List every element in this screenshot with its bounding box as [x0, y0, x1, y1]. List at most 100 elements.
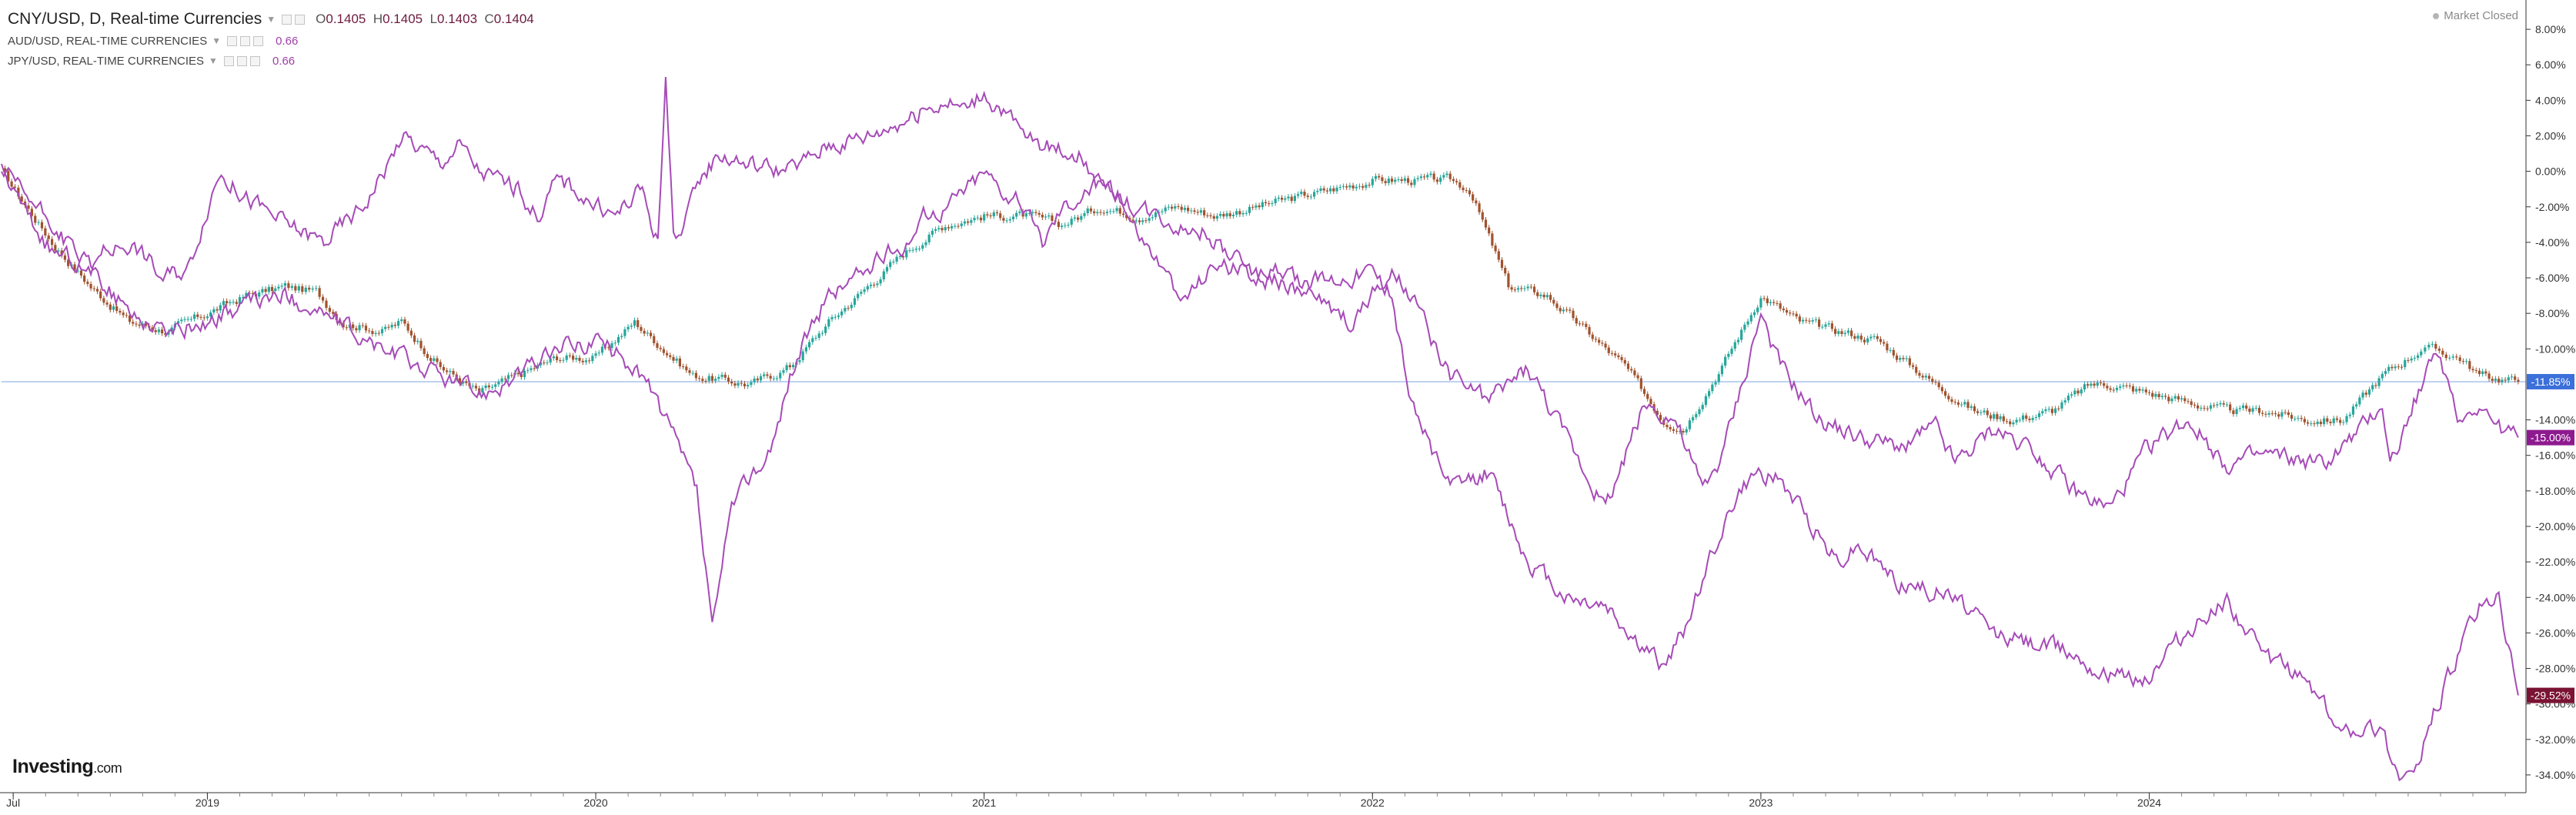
close-icon[interactable] [253, 35, 264, 46]
candle-body [2096, 382, 2099, 386]
candle-body [1177, 205, 1180, 207]
candle-body [1993, 414, 1996, 419]
candle-body [2342, 422, 2345, 423]
candle-body [782, 370, 785, 373]
candle-body [1598, 339, 1601, 343]
candle-body [1077, 217, 1080, 220]
candle-body [2413, 357, 2416, 359]
candle-body [730, 381, 733, 384]
candle-body [714, 379, 717, 381]
candle-body [1183, 207, 1186, 210]
candle-body [1685, 429, 1688, 433]
candle-body [1462, 187, 1465, 191]
candle-body [1325, 190, 1329, 192]
market-status: Market Closed [2433, 9, 2518, 22]
candle-body [1708, 391, 1711, 396]
candle-body [983, 214, 986, 221]
candle-body [1944, 391, 1947, 396]
legend-main-row[interactable]: CNY/USD, D, Real-time Currencies ▼ O0.14… [8, 8, 534, 31]
candle-body [30, 209, 33, 216]
candle-body [138, 324, 141, 326]
candle-body [1445, 173, 1448, 175]
candle-body [2374, 385, 2377, 386]
candle-body [1840, 331, 1843, 335]
candle-body [1937, 382, 1940, 388]
legend-compare-row-aud[interactable]: AUD/USD, REAL-TIME CURRENCIES ▼ 0.66 [8, 31, 534, 51]
candle-body [1316, 190, 1319, 192]
candle-body [325, 300, 328, 309]
candle-body [1374, 175, 1378, 179]
candle-body [2514, 376, 2517, 380]
chevron-down-icon[interactable]: ▼ [212, 35, 222, 46]
settings-icon[interactable] [240, 35, 251, 46]
candle-body [128, 315, 132, 322]
x-tick-label: 2019 [195, 797, 219, 809]
y-tick-label: -4.00% [2535, 236, 2569, 249]
candle-body [1866, 338, 1869, 342]
candle-body [2264, 413, 2267, 415]
candle-body [895, 256, 898, 262]
candle-body [484, 385, 487, 389]
candle-body [1646, 393, 1649, 399]
candle-body [1093, 211, 1096, 214]
candle-body [665, 352, 669, 356]
compare-symbol-label[interactable]: JPY/USD, REAL-TIME CURRENCIES [8, 54, 205, 68]
candle-body [710, 376, 714, 381]
candle-body [1015, 212, 1018, 217]
chevron-down-icon[interactable]: ▼ [266, 14, 276, 25]
candle-body [1513, 289, 1516, 291]
candle-body [1362, 185, 1365, 188]
candle-body [2358, 397, 2361, 405]
settings-icon[interactable] [295, 14, 306, 25]
candle-body [2468, 361, 2471, 369]
hide-series-icon[interactable] [223, 55, 234, 66]
candle-body [701, 379, 704, 381]
candle-body [1843, 332, 1846, 335]
candle-body [481, 388, 484, 392]
candle-body [941, 228, 944, 231]
compare-series-line [1, 166, 2519, 782]
candle-body [798, 360, 801, 362]
candle-body [1682, 430, 1685, 433]
candle-body [506, 375, 510, 379]
compare-value: 0.66 [272, 54, 296, 68]
candle-body [1970, 406, 1973, 408]
last-value-label: -15.00% [2531, 432, 2571, 444]
candle-body [2025, 415, 2028, 419]
candle-body [1061, 225, 1064, 227]
candle-body [1268, 203, 1271, 205]
legend-compare-row-jpy[interactable]: JPY/USD, REAL-TIME CURRENCIES ▼ 0.66 [8, 51, 534, 71]
y-tick-label: -22.00% [2535, 556, 2575, 568]
candle-body [963, 221, 967, 224]
candle-body [1714, 382, 1717, 385]
candle-body [2197, 405, 2200, 409]
hide-series-icon[interactable] [227, 35, 238, 46]
candle-body [1789, 312, 1792, 314]
candle-body [1562, 309, 1565, 312]
candle-body [2037, 413, 2041, 418]
chevron-down-icon[interactable]: ▼ [209, 55, 218, 66]
close-icon[interactable] [249, 55, 260, 66]
settings-icon[interactable] [236, 55, 247, 66]
candle-body [1614, 353, 1617, 356]
candle-body [1569, 309, 1572, 311]
candle-body [267, 286, 270, 292]
candle-body [1018, 211, 1021, 213]
candle-body [1170, 206, 1174, 209]
compare-symbol-label[interactable]: AUD/USD, REAL-TIME CURRENCIES [8, 34, 208, 48]
candle-body [756, 378, 759, 381]
main-symbol-label[interactable]: CNY/USD, D, Real-time Currencies [8, 10, 262, 28]
hide-series-icon[interactable] [282, 14, 292, 25]
candle-body [1966, 402, 1970, 408]
candle-body [1956, 402, 1960, 405]
candle-body [597, 352, 600, 354]
candle-body [2200, 407, 2203, 409]
candle-body [1724, 356, 1727, 366]
candle-body [1134, 220, 1138, 222]
candle-body [1371, 179, 1374, 185]
candle-body [458, 378, 462, 384]
candle-body [2160, 396, 2163, 397]
candle-body [2319, 421, 2322, 425]
